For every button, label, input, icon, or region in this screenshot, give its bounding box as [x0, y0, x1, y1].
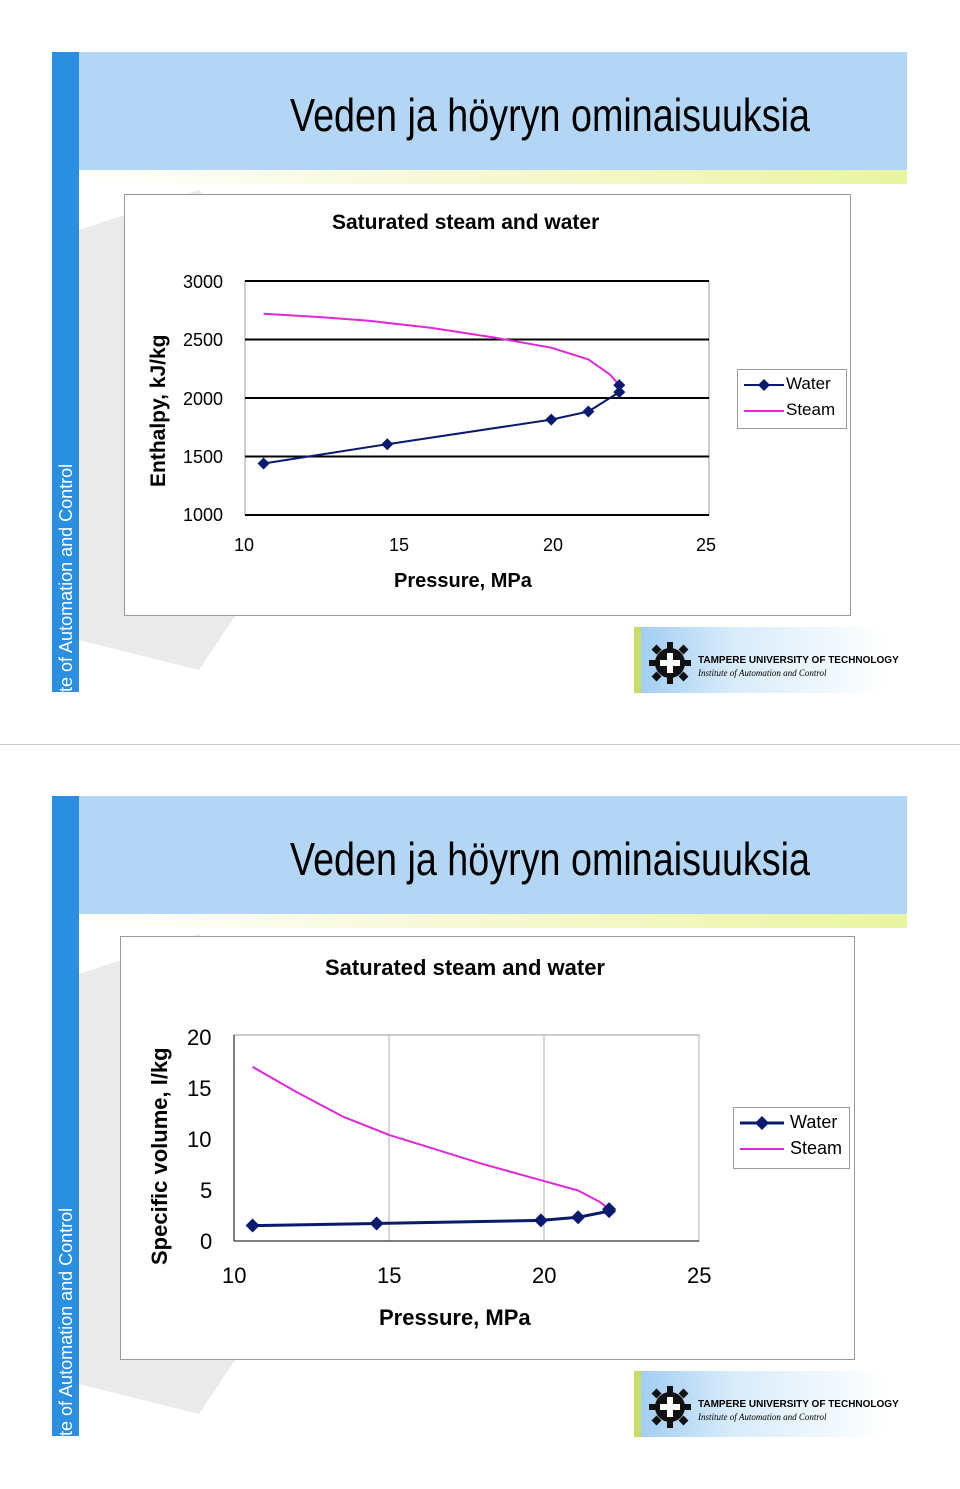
legend-steam-icon	[740, 1148, 784, 1150]
footer-university: TAMPERE UNIVERSITY OF TECHNOLOGY	[698, 655, 899, 666]
series-line-steam	[252, 1066, 610, 1210]
series-line-steam	[263, 312, 621, 386]
y-tick-label: 1500	[183, 447, 224, 467]
x-tick-label: 10	[222, 1263, 247, 1288]
sidebar-band: Institute of Automation and Control	[52, 796, 79, 1484]
chart-title: Saturated steam and water	[332, 211, 600, 234]
chart-box-enthalpy: Saturated steam and water Enthalpy, kJ/k…	[124, 194, 851, 616]
data-point-water	[613, 386, 626, 399]
legend-label-water: Water	[790, 1112, 838, 1132]
data-point-water	[369, 1216, 384, 1231]
legend-label-water: Water	[786, 374, 831, 393]
x-tick-label: 15	[377, 1263, 402, 1288]
legend-water-icon	[740, 1116, 784, 1130]
y-tick-label: 20	[187, 1025, 212, 1050]
slide-title: Veden ja höyryn ominaisuuksia	[290, 89, 811, 141]
data-point-water	[602, 1202, 617, 1217]
series-line-water	[252, 1209, 611, 1228]
slide-2: Institute of Automation and Control Auto…	[0, 744, 960, 1489]
data-point-water	[245, 1218, 260, 1233]
legend-steam-icon	[744, 410, 784, 412]
x-axis-label: Pressure, MPa	[394, 570, 532, 592]
legend: Water Steam	[733, 1107, 850, 1169]
slide-title: Veden ja höyryn ominaisuuksia	[290, 833, 811, 885]
gear-logo-icon	[649, 1386, 691, 1428]
x-tick-label: 25	[696, 535, 717, 555]
y-tick-label: 10	[187, 1127, 212, 1152]
legend: Water Steam	[737, 369, 847, 429]
data-point-water	[613, 379, 626, 392]
plot-area-enthalpy	[244, 280, 710, 516]
footer-institute: Institute of Automation and Control	[698, 668, 827, 678]
y-tick-label: 3000	[183, 272, 224, 292]
data-point-water	[545, 413, 558, 426]
title-strip	[79, 170, 907, 184]
chart-title: Saturated steam and water	[325, 955, 605, 980]
sidebar-text-inner: Automaatio- ja säätötekniikan laitos	[57, 66, 77, 350]
y-axis-label: Enthalpy, kJ/kg	[147, 334, 170, 488]
gear-logo-icon	[649, 642, 691, 684]
x-axis-label: Pressure, MPa	[379, 1305, 531, 1330]
legend-water-icon	[744, 379, 784, 391]
footer-logo: TAMPERE UNIVERSITY OF TECHNOLOGY Institu…	[634, 1371, 899, 1437]
footer-logo: TAMPERE UNIVERSITY OF TECHNOLOGY Institu…	[634, 627, 899, 693]
footer-university: TAMPERE UNIVERSITY OF TECHNOLOGY	[698, 1399, 899, 1410]
title-strip	[79, 914, 907, 928]
plot-area-specific-volume	[233, 1034, 700, 1242]
sidebar-text-outer: Institute of Automation and Control	[56, 463, 76, 740]
y-tick-label: 2000	[183, 389, 224, 409]
y-tick-label: 2500	[183, 330, 224, 350]
x-tick-label: 20	[543, 535, 564, 555]
data-point-water	[381, 438, 394, 451]
x-tick-label: 10	[234, 535, 255, 555]
footer-institute: Institute of Automation and Control	[698, 1412, 827, 1422]
legend-label-steam: Steam	[786, 400, 836, 419]
sidebar-text-inner: Automaatio- ja säätötekniikan laitos	[57, 810, 77, 1094]
x-tick-label: 25	[687, 1263, 712, 1288]
sidebar-band: Institute of Automation and Control	[52, 52, 79, 740]
y-tick-label: 15	[187, 1076, 212, 1101]
x-tick-label: 15	[389, 535, 410, 555]
series-line-water	[263, 385, 621, 465]
legend-label-steam: Steam	[790, 1138, 843, 1158]
title-band	[79, 52, 907, 170]
y-axis-label: Specific volume, l/kg	[147, 1047, 172, 1265]
data-point-water	[582, 405, 595, 418]
data-point-water	[533, 1213, 548, 1228]
sidebar-text-outer: Institute of Automation and Control	[56, 1207, 76, 1484]
y-tick-label: 0	[200, 1229, 213, 1254]
x-tick-label: 20	[532, 1263, 557, 1288]
y-tick-label: 1000	[183, 505, 224, 525]
y-tick-label: 5	[200, 1178, 213, 1203]
chart-box-specific-volume: Saturated steam and water Specific volum…	[120, 936, 855, 1360]
slide-divider	[0, 744, 960, 745]
data-point-water	[257, 457, 270, 470]
data-point-water	[571, 1210, 586, 1225]
slide-1: Institute of Automation and Control Auto…	[52, 52, 907, 740]
title-band	[79, 796, 907, 914]
plot-border	[233, 1034, 700, 1242]
